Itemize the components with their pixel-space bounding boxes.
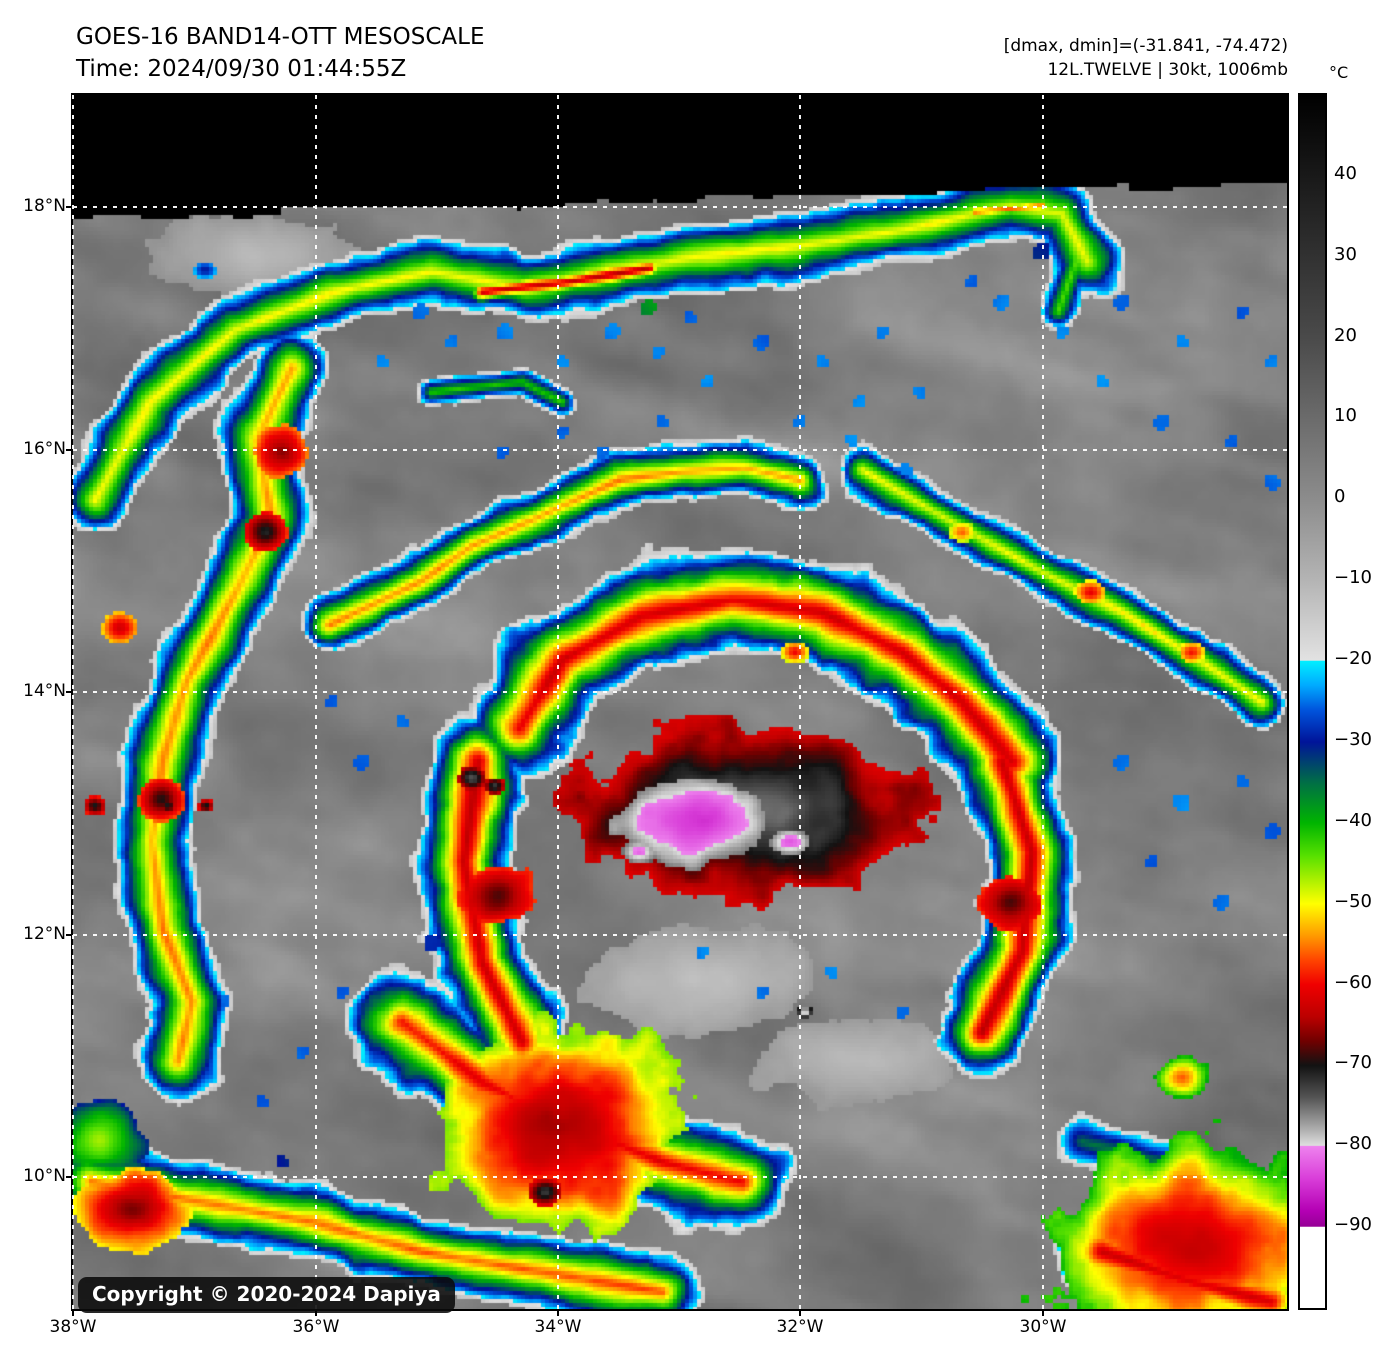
lon-tick-label-32w: 32°W xyxy=(776,1317,824,1337)
colorbar-tick-label-20: 20 xyxy=(1334,324,1357,346)
gridline-lat-10n xyxy=(73,1176,1287,1178)
colorbar-tick-label--50: −50 xyxy=(1334,890,1372,912)
lat-tick-label-14n: 14°N xyxy=(23,681,66,701)
colorbar-unit-label: °C xyxy=(1329,63,1349,82)
lat-tick-label-10n: 10°N xyxy=(23,1166,66,1186)
axis-tick xyxy=(66,1176,71,1178)
satellite-image-canvas xyxy=(73,95,1287,1309)
axis-tick xyxy=(72,1311,74,1316)
axis-tick xyxy=(557,1311,559,1316)
storm-info-label: 12L.TWELVE | 30kt, 1006mb xyxy=(1047,60,1288,80)
axis-tick xyxy=(66,449,71,451)
axis-tick xyxy=(799,1311,801,1316)
gridline-lat-18n xyxy=(73,206,1287,208)
gridline-lon-32w xyxy=(799,95,801,1309)
dmax-dmin-label: [dmax, dmin]=(-31.841, -74.472) xyxy=(1003,36,1288,56)
colorbar-tick-label--90: −90 xyxy=(1334,1214,1372,1236)
lat-tick-label-12n: 12°N xyxy=(23,924,66,944)
colorbar-tick-label--10: −10 xyxy=(1334,567,1372,589)
gridline-lon-34w xyxy=(557,95,559,1309)
copyright-badge: Copyright © 2020-2024 Dapiya xyxy=(78,1277,455,1313)
axis-tick xyxy=(1042,1311,1044,1316)
map-panel: Copyright © 2020-2024 Dapiya xyxy=(71,93,1289,1313)
gridline-lat-16n xyxy=(73,449,1287,451)
lon-tick-label-34w: 34°W xyxy=(534,1317,582,1337)
lon-tick-label-36w: 36°W xyxy=(292,1317,340,1337)
time-label: Time: 2024/09/30 01:44:55Z xyxy=(76,56,407,82)
axis-tick xyxy=(66,934,71,936)
colorbar-tick-label-10: 10 xyxy=(1334,405,1357,427)
colorbar-tick-label--80: −80 xyxy=(1334,1133,1372,1155)
gridline-lon-36w xyxy=(315,95,317,1309)
lon-tick-label-30w: 30°W xyxy=(1019,1317,1067,1337)
colorbar-tick-label--40: −40 xyxy=(1334,809,1372,831)
gridline-lon-38w xyxy=(72,95,74,1309)
colorbar-tick-label--30: −30 xyxy=(1334,728,1372,750)
colorbar-gradient xyxy=(1298,93,1327,1310)
lon-tick-label-38w: 38°W xyxy=(49,1317,97,1337)
lat-tick-label-16n: 16°N xyxy=(23,439,66,459)
axis-tick xyxy=(315,1311,317,1316)
colorbar-tick-label-0: 0 xyxy=(1334,486,1346,508)
gridline-lon-30w xyxy=(1042,95,1044,1309)
axis-tick xyxy=(66,206,71,208)
page-title: GOES-16 BAND14-OTT MESOSCALE xyxy=(76,24,485,50)
colorbar-tick-label--60: −60 xyxy=(1334,971,1372,993)
colorbar-tick-label-40: 40 xyxy=(1334,162,1357,184)
colorbar-tick-label--20: −20 xyxy=(1334,648,1372,670)
lat-tick-label-18n: 18°N xyxy=(23,196,66,216)
gridline-lat-12n xyxy=(73,934,1287,936)
colorbar-tick-label-30: 30 xyxy=(1334,243,1357,265)
colorbar-tick-label--70: −70 xyxy=(1334,1052,1372,1074)
gridline-lat-14n xyxy=(73,691,1287,693)
axis-tick xyxy=(66,691,71,693)
